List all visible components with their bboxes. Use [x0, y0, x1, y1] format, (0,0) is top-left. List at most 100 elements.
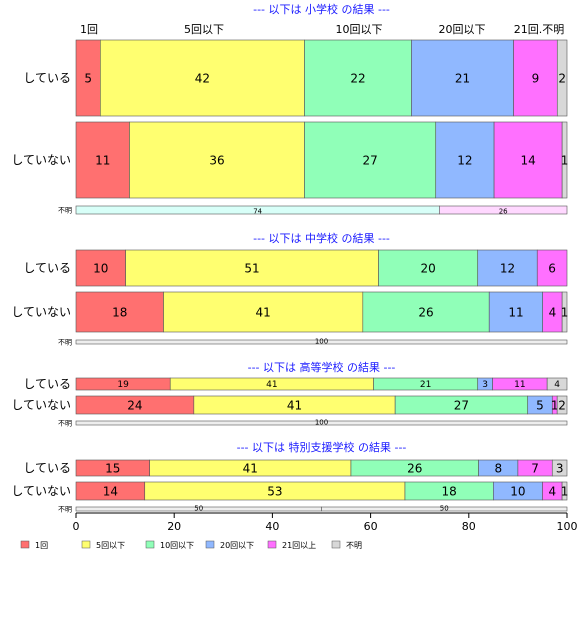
bar-value-label: 41 [256, 305, 271, 319]
bar-value-label: 1 [561, 153, 569, 167]
x-tick-label: 40 [265, 520, 279, 533]
bar-segment [439, 205, 568, 215]
row-label: 不明 [58, 420, 72, 428]
bar-segment [513, 39, 558, 117]
legend-label: 不明 [346, 541, 362, 550]
bar-value-label: 9 [532, 71, 540, 85]
section-title: --- 以下は 特別支援学校 の結果 --- [237, 440, 407, 454]
legend-swatch [331, 540, 341, 549]
bar-value-label: 24 [127, 398, 142, 412]
legend-label: 20回以下 [220, 541, 254, 550]
section-title: --- 以下は 小学校 の結果 --- [253, 2, 390, 16]
bar-value-label: 21 [455, 71, 470, 85]
bar-value-label: 4 [554, 380, 560, 390]
row-label: していない [11, 398, 71, 412]
bar-value-label: 41 [243, 461, 258, 475]
section-title: --- 以下は 中学校 の結果 --- [253, 231, 390, 245]
bar-value-label: 2 [558, 398, 566, 412]
bar-value-label: 41 [266, 380, 277, 390]
bar-value-label: 41 [287, 398, 302, 412]
bar-segment [551, 459, 568, 477]
bar-value-label: 20 [420, 261, 435, 275]
bar-value-label: 3 [556, 461, 564, 475]
top-column-label: 20回以下 [439, 23, 486, 36]
row-label: していない [11, 305, 71, 319]
bar-segment [411, 39, 514, 117]
x-tick-label: 100 [557, 520, 578, 533]
row-label: していない [11, 153, 71, 167]
row-label: している [23, 261, 71, 275]
x-tick-label: 0 [73, 520, 80, 533]
section-title: --- 以下は 高等学校 の結果 --- [248, 360, 396, 374]
bar-segment [125, 249, 379, 287]
bar-value-label: 50 [440, 505, 449, 513]
legend-label: 5回以下 [96, 541, 125, 550]
row-label: 不明 [58, 339, 72, 347]
bar-segment [561, 121, 568, 199]
bar-segment [477, 249, 538, 287]
bar-segment [556, 39, 568, 117]
bar-value-label: 26 [407, 461, 422, 475]
bar-value-label: 36 [209, 153, 224, 167]
bar-segment [304, 39, 412, 117]
legend-swatch [81, 540, 91, 549]
bar-segment [75, 121, 130, 199]
bar-value-label: 5 [536, 398, 544, 412]
bar-value-label: 74 [253, 208, 262, 216]
bar-segment [304, 121, 437, 199]
bar-value-label: 18 [442, 484, 457, 498]
bar-value-label: 50 [194, 505, 203, 513]
bar-segment [75, 39, 101, 117]
bar-value-label: 7 [531, 461, 539, 475]
row-label: している [23, 71, 71, 85]
bar-value-label: 2 [558, 71, 566, 85]
bar-segment [561, 481, 568, 501]
bar-value-label: 12 [500, 261, 515, 275]
bar-value-label: 53 [267, 484, 282, 498]
row-label: している [23, 377, 71, 391]
bar-value-label: 27 [454, 398, 469, 412]
bar-value-label: 3 [482, 380, 488, 390]
bar-value-label: 21 [420, 380, 431, 390]
bar-segment [129, 121, 305, 199]
bar-segment [163, 291, 364, 333]
top-column-label: 5回以下 [184, 23, 224, 36]
bar-value-label: 15 [105, 461, 120, 475]
bar-segment [435, 121, 495, 199]
bar-segment [75, 291, 164, 333]
bar-value-label: 10 [93, 261, 108, 275]
x-tick-label: 60 [364, 520, 378, 533]
bar-segment [378, 249, 479, 287]
bar-segment [75, 249, 126, 287]
bar-value-label: 26 [499, 208, 508, 216]
bar-value-label: 19 [117, 380, 129, 390]
bar-value-label: 4 [549, 305, 557, 319]
bar-value-label: 1 [561, 305, 569, 319]
x-tick-label: 20 [167, 520, 181, 533]
row-label: 不明 [58, 506, 72, 514]
bar-segment [536, 249, 568, 287]
bar-value-label: 14 [520, 153, 535, 167]
x-tick-label: 80 [462, 520, 476, 533]
bar-value-label: 18 [112, 305, 127, 319]
legend-swatch [267, 540, 277, 549]
top-column-label: 10回以下 [336, 23, 383, 36]
bar-segment [546, 377, 568, 391]
bar-segment [493, 121, 563, 199]
bar-value-label: 12 [457, 153, 472, 167]
legend-label: 1回 [35, 541, 48, 550]
bar-segment [75, 420, 568, 426]
bar-value-label: 1 [551, 398, 559, 412]
bar-segment [321, 506, 568, 512]
top-column-label: 1回 [80, 23, 98, 36]
legend-swatch [205, 540, 215, 549]
bar-value-label: 100 [315, 419, 328, 427]
bar-segment [488, 291, 543, 333]
bar-value-label: 10 [510, 484, 525, 498]
bar-value-label: 8 [494, 461, 502, 475]
bar-segment [75, 339, 568, 345]
bar-segment [561, 291, 568, 333]
bar-value-label: 5 [84, 71, 92, 85]
bar-value-label: 27 [362, 153, 377, 167]
legend-swatch [20, 540, 30, 549]
